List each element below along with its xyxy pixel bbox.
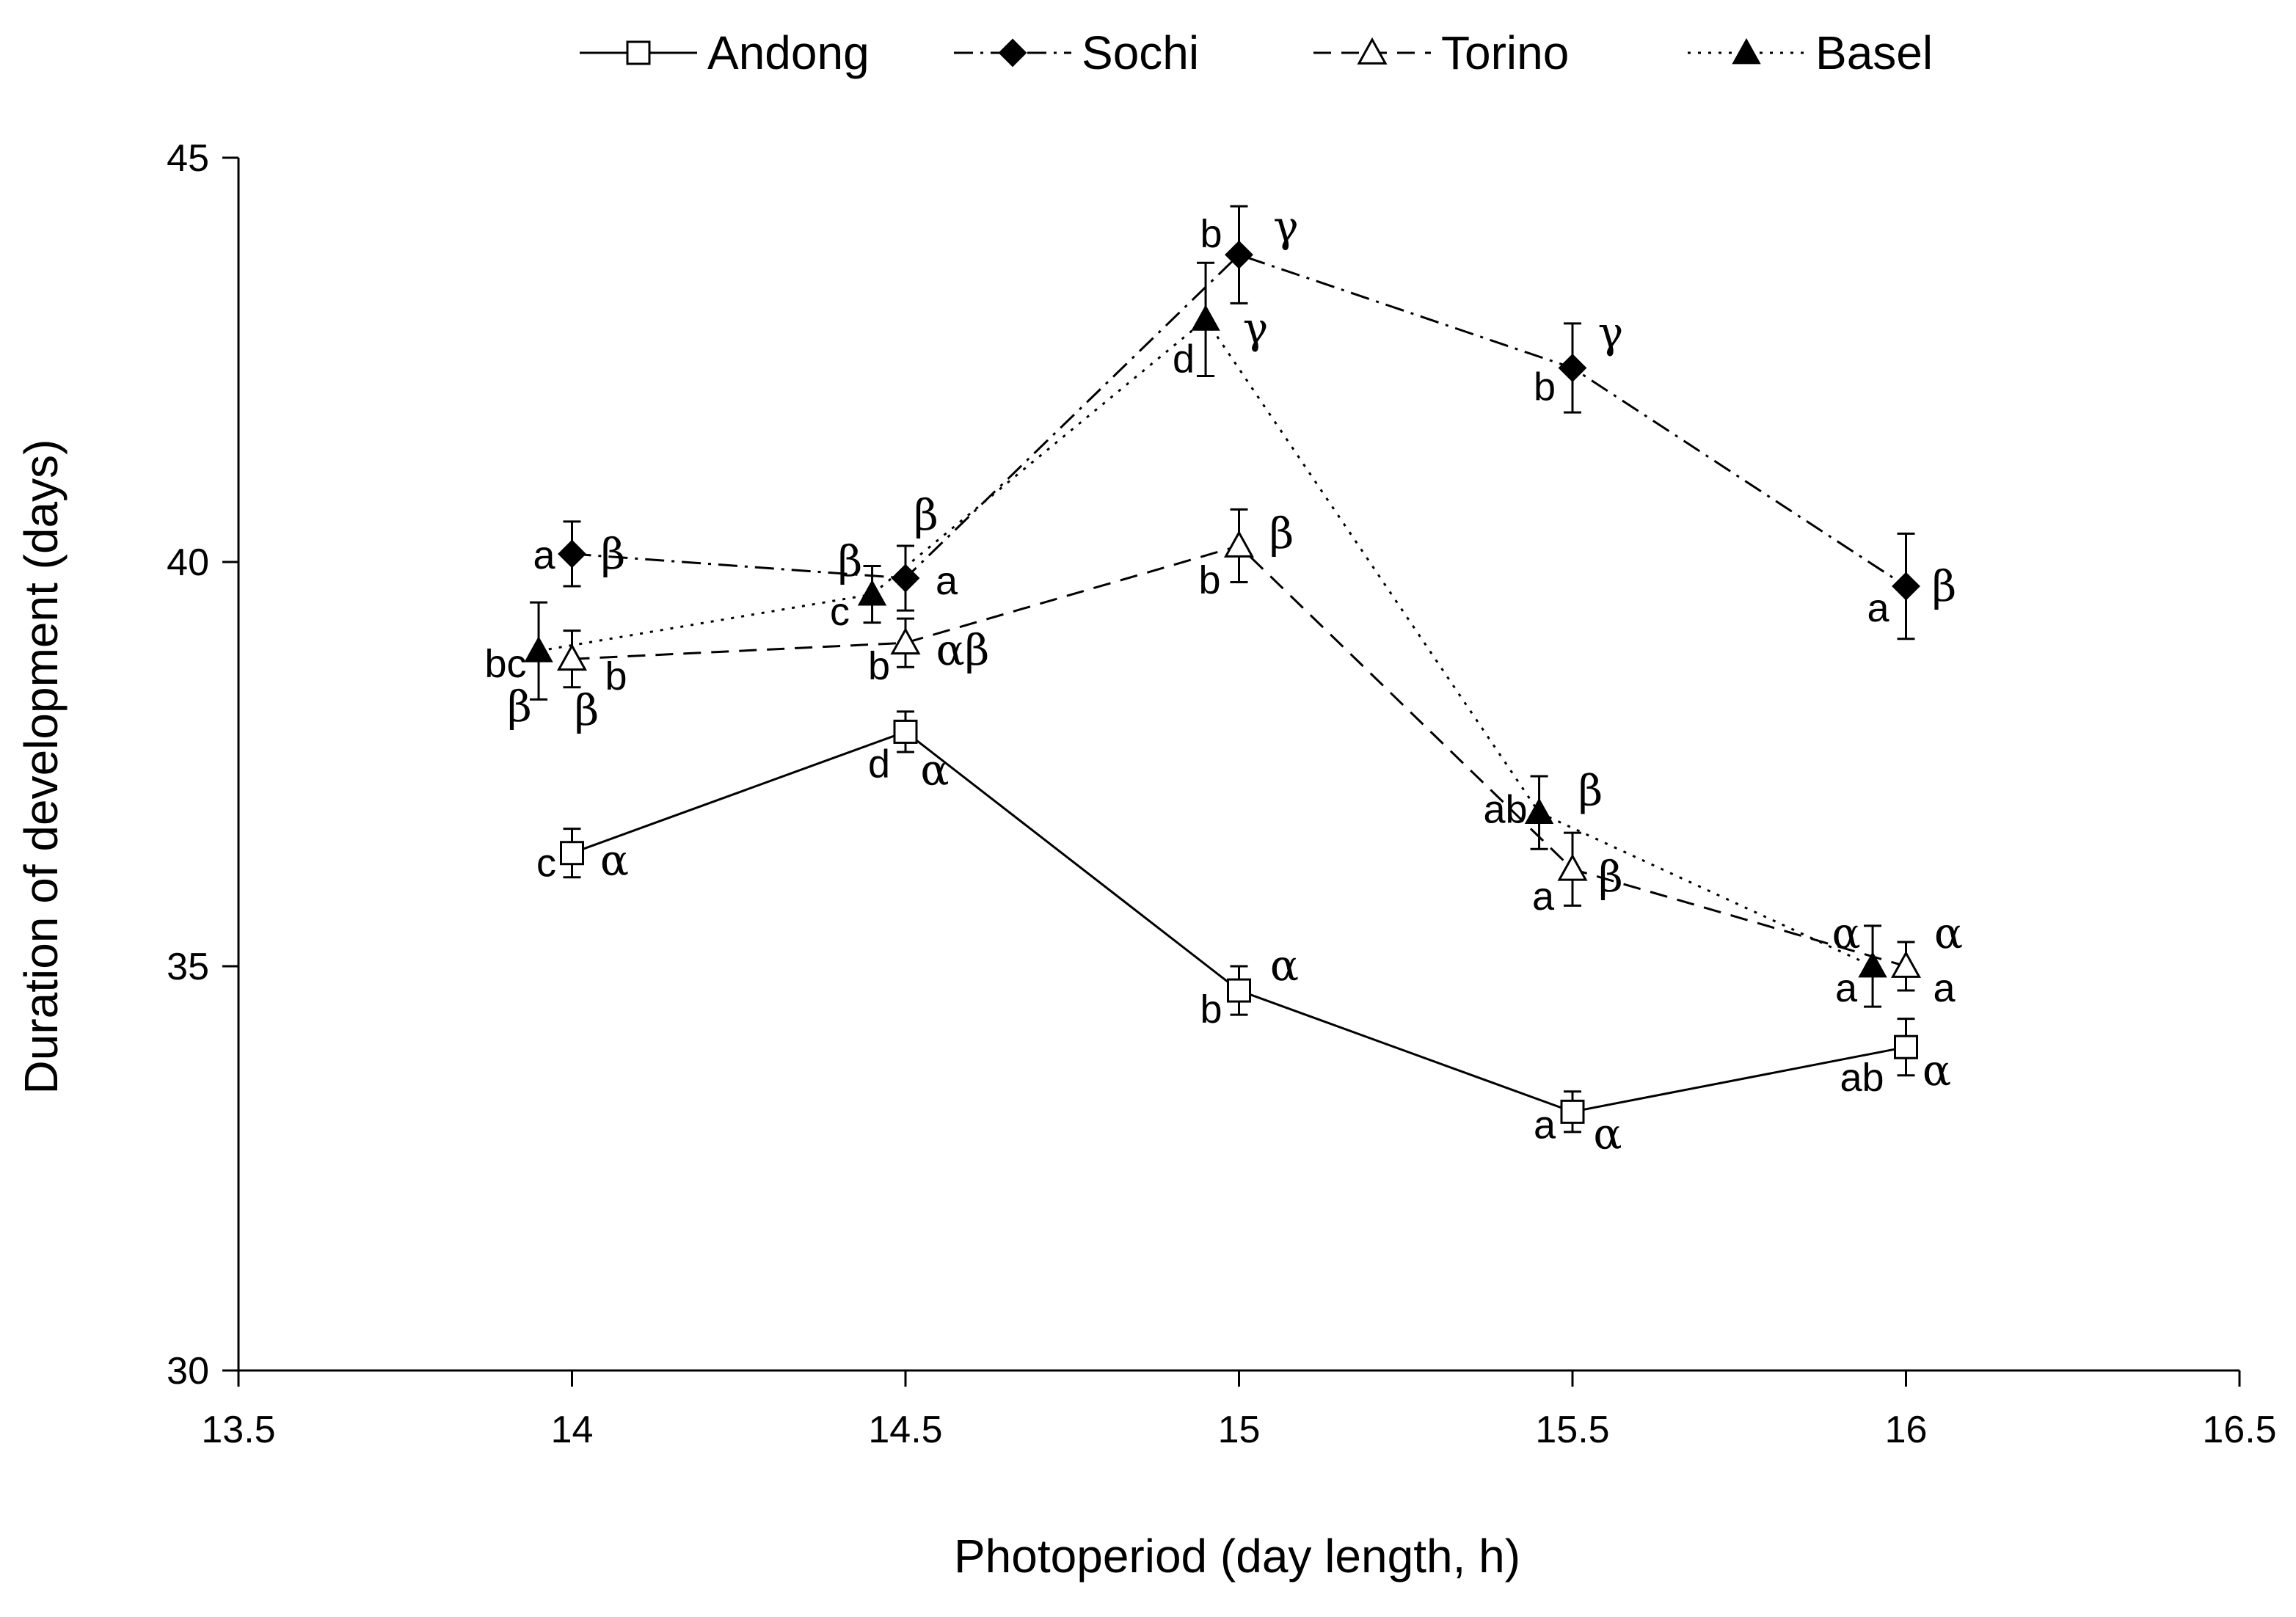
legend-label-andong: Andong bbox=[707, 26, 870, 79]
letter-label-andong: b bbox=[1200, 988, 1222, 1032]
x-tick-label: 16 bbox=[1885, 1409, 1928, 1451]
greek-label-torino: β bbox=[1598, 852, 1623, 902]
letter-label-torino: b bbox=[605, 654, 627, 698]
data-point-sochi bbox=[1558, 354, 1587, 382]
greek-label-sochi: β bbox=[914, 490, 939, 540]
legend-marker-torino bbox=[1357, 37, 1388, 65]
legend-label-sochi: Sochi bbox=[1082, 26, 1199, 79]
greek-label-sochi: γ bbox=[1273, 202, 1299, 252]
y-tick-label: 30 bbox=[167, 1350, 209, 1392]
x-tick-label: 15 bbox=[1218, 1409, 1261, 1451]
letter-label-sochi: a bbox=[533, 533, 555, 577]
series-line-torino bbox=[572, 544, 1906, 968]
data-point-basel bbox=[857, 580, 887, 606]
data-point-andong bbox=[1560, 1099, 1585, 1124]
series-line-andong bbox=[571, 730, 1906, 1113]
greek-label-basel: γ bbox=[1243, 303, 1269, 353]
letter-label-basel: bc bbox=[485, 642, 527, 686]
data-point-torino bbox=[1223, 530, 1255, 558]
letter-label-torino: a bbox=[1933, 966, 1956, 1010]
x-tick-label: 16.5 bbox=[2202, 1409, 2276, 1451]
letter-label-torino: a bbox=[1532, 875, 1555, 919]
data-point-andong bbox=[1894, 1034, 1918, 1059]
axes: 13.5 14 14.5 15 15.5 16 16.5 30 35 40 45 bbox=[167, 137, 2276, 1451]
letter-label-andong: c bbox=[536, 842, 556, 886]
series-layer bbox=[524, 205, 1922, 1134]
data-point-basel bbox=[524, 636, 553, 663]
data-point-basel bbox=[1191, 304, 1220, 331]
greek-label-sochi: γ bbox=[1598, 308, 1624, 358]
data-point-andong bbox=[893, 719, 918, 744]
greek-label-andong: α bbox=[1270, 941, 1299, 990]
greek-label-torino: β bbox=[575, 685, 599, 735]
data-point-torino bbox=[556, 643, 588, 671]
letter-label-basel: ab bbox=[1484, 788, 1528, 832]
greek-label-torino: αβ bbox=[936, 625, 990, 675]
greek-label-sochi: β bbox=[1932, 561, 1957, 611]
data-point-basel bbox=[1858, 951, 1887, 978]
data-point-torino bbox=[1890, 950, 1922, 978]
greek-label-basel: β bbox=[1578, 766, 1603, 816]
letter-label-andong: d bbox=[868, 742, 890, 786]
data-point-andong bbox=[1227, 978, 1251, 1003]
y-tick-label: 35 bbox=[167, 946, 209, 988]
data-point-torino bbox=[890, 627, 921, 655]
letter-label-torino: b bbox=[868, 644, 890, 688]
greek-label-basel: β bbox=[838, 536, 863, 586]
legend-label-basel: Basel bbox=[1815, 26, 1933, 79]
letter-label-basel: c bbox=[830, 590, 850, 634]
greek-label-basel: α bbox=[1832, 908, 1860, 958]
legend-marker-sochi bbox=[998, 38, 1027, 67]
letter-label-sochi: b bbox=[1534, 365, 1556, 409]
series-line-basel bbox=[538, 318, 1873, 968]
y-tick-label: 45 bbox=[167, 137, 209, 180]
greek-label-torino: β bbox=[1269, 508, 1294, 558]
data-point-andong bbox=[560, 841, 584, 866]
x-tick-label: 14.5 bbox=[868, 1409, 942, 1451]
legend-marker-andong bbox=[626, 40, 651, 65]
letter-label-sochi: b bbox=[1200, 212, 1222, 256]
data-point-torino bbox=[1557, 853, 1588, 881]
y-tick-label: 40 bbox=[167, 541, 209, 584]
data-point-sochi bbox=[1225, 240, 1253, 269]
y-axis-title: Duration of development (days) bbox=[15, 439, 68, 1095]
legend: Andong Sochi Torino Basel bbox=[580, 26, 1933, 79]
letter-label-andong: ab bbox=[1840, 1056, 1884, 1100]
greek-label-andong: α bbox=[1923, 1045, 1951, 1095]
greek-label-andong: α bbox=[600, 836, 629, 886]
greek-label-torino: α bbox=[1934, 908, 1963, 958]
x-axis-title: Photoperiod (day length, h) bbox=[954, 1530, 1520, 1583]
greek-label-basel: β bbox=[507, 682, 532, 731]
greek-label-andong: α bbox=[1593, 1109, 1622, 1158]
greek-label-andong: α bbox=[920, 745, 949, 795]
data-point-basel bbox=[1524, 797, 1554, 825]
legend-label-torino: Torino bbox=[1441, 26, 1569, 79]
data-point-sochi bbox=[558, 539, 586, 569]
letter-label-andong: a bbox=[1534, 1103, 1556, 1147]
letter-label-sochi: a bbox=[1867, 586, 1889, 630]
legend-marker-basel bbox=[1732, 37, 1761, 65]
letter-label-basel: d bbox=[1173, 337, 1195, 381]
data-point-sochi bbox=[1892, 572, 1920, 601]
letter-label-sochi: a bbox=[936, 559, 958, 603]
x-tick-label: 13.5 bbox=[201, 1409, 275, 1451]
greek-label-sochi: β bbox=[601, 529, 626, 579]
letter-label-torino: b bbox=[1198, 558, 1220, 602]
data-point-sochi bbox=[891, 563, 920, 593]
x-tick-label: 15.5 bbox=[1535, 1409, 1609, 1451]
x-tick-label: 14 bbox=[551, 1409, 594, 1451]
letter-label-basel: a bbox=[1835, 966, 1858, 1010]
